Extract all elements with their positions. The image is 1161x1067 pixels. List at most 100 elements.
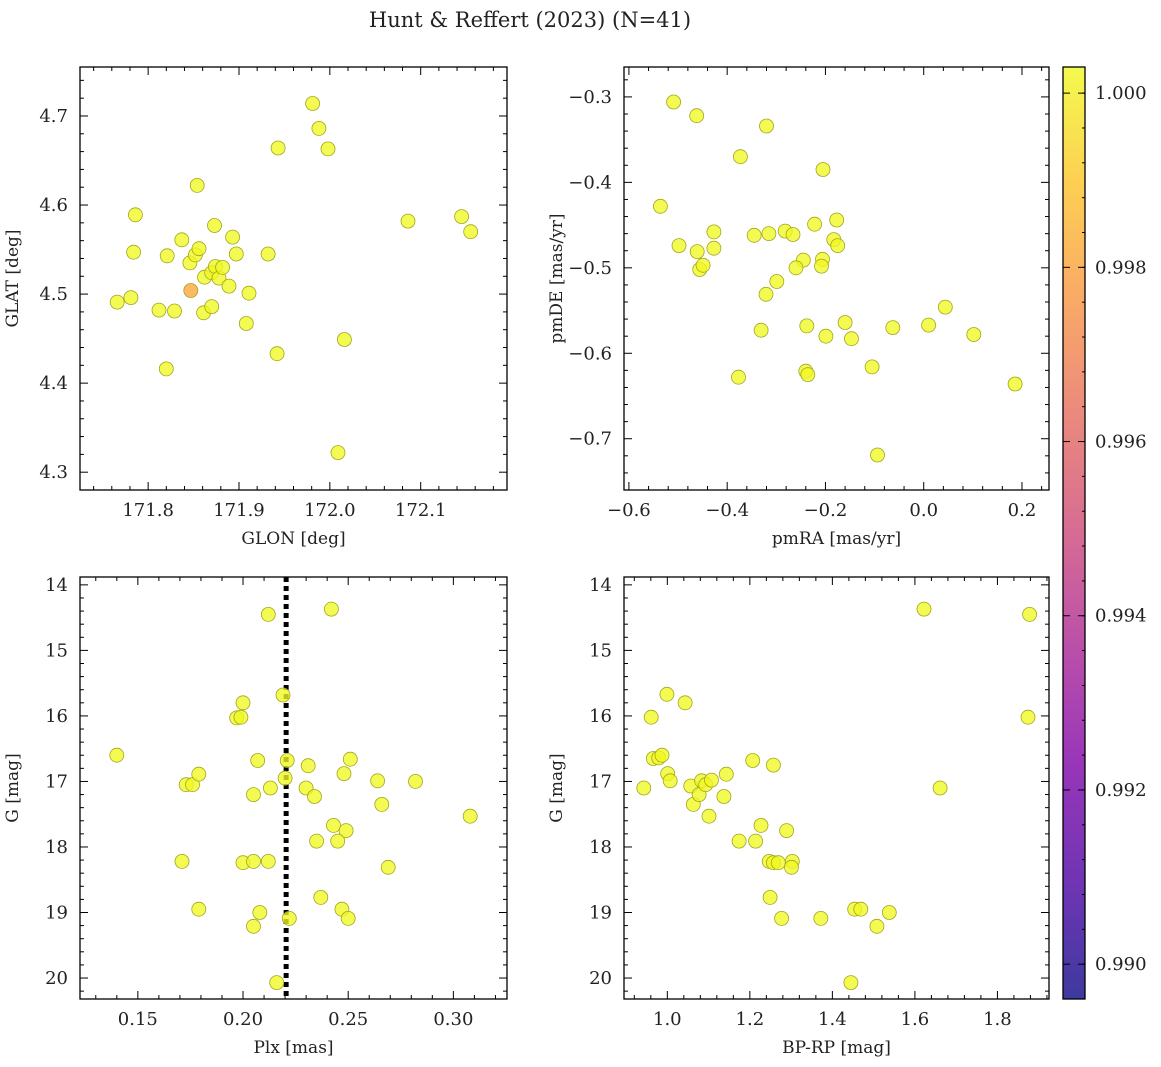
bprp-g-point-1 [643,709,659,725]
glon-glat-point-27 [269,346,285,362]
bprp-g-point-26 [762,890,778,905]
glon-glat-ylabel: GLAT [deg] [3,229,23,327]
bprp-g-point-21 [753,818,769,833]
plx-g-point-20 [336,766,352,781]
pmra-pmde-xtick-label: −0.6 [607,500,651,521]
colorbar-tick-label: 0.994 [1095,606,1147,627]
glon-glat-ytick-label: 4.3 [39,462,68,483]
bprp-g-ylabel: G [mag] [547,753,567,822]
pmra-pmde-point-7 [689,244,705,260]
glon-glat-tick-labels: 171.8 171.9 172.0 172.1 4.3 4.4 4.5 4.6 4.7 [39,106,446,521]
plx-g-marks [109,577,478,999]
bprp-g-point-20 [748,833,763,849]
pmra-pmde-point-11 [706,240,722,256]
pmra-pmde-ylabel: pmDE [mas/yr] [547,213,567,343]
plx-g-point-34 [313,890,329,905]
pmra-pmde-point-13 [761,226,777,242]
pmra-pmde-point-28 [818,328,834,344]
glon-glat-point-31 [320,141,336,157]
pmra-pmde-point-15 [785,227,801,242]
pmra-pmde-point-3 [733,149,748,165]
plx-g-point-12 [250,753,266,768]
pmra-pmde-point-33 [937,299,953,315]
plx-g-point-37 [252,905,268,920]
pmra-pmde-point-29 [837,315,853,330]
panel-glon-glat: 171.8 171.9 172.0 172.1 4.3 4.4 4.5 4.6 4.7 GLON… [3,66,508,549]
pmra-pmde-point-35 [731,369,746,385]
pmra-pmde-point-37 [800,367,816,383]
bprp-g-ytick-label: 19 [589,903,612,924]
bprp-g-point-17 [716,789,732,804]
glon-glat-ytick-label: 4.5 [39,284,68,305]
glon-glat-point-1 [123,290,139,306]
bprp-g-point-25 [770,855,786,871]
plx-g-xlabel: Plx [mas] [253,1038,333,1058]
plx-g-point-9 [260,607,276,622]
glon-glat-xtick-label: 172.0 [304,500,356,521]
pmra-pmde-xtick-label: 0.2 [1008,500,1037,521]
plx-g-xtick-label: 0.15 [118,1009,158,1030]
glon-glat-ytick-label: 4.4 [39,373,68,394]
colorbar-tick-label: 0.998 [1095,257,1147,278]
pmra-pmde-point-23 [788,260,804,276]
bprp-g-point-35 [869,918,885,934]
bprp-g-point-16 [718,766,734,782]
glon-glat-point-22 [225,229,241,245]
figure-title: Hunt & Reffert (2023) (N=41) [369,8,691,32]
pmra-pmde-point-5 [653,198,668,214]
bprp-g-point-34 [853,901,869,917]
pmra-pmde-point-2 [759,118,774,134]
plx-g-point-15 [277,770,293,786]
plx-g-ytick-label: 18 [45,837,68,858]
glon-glat-point-3 [126,244,142,260]
glon-glat-point-28 [270,140,286,156]
plx-g-point-29 [330,833,346,849]
glon-glat-point-21 [221,278,237,294]
plx-g-point-32 [260,854,276,869]
plx-g-ytick-label: 15 [45,640,68,661]
plx-g-point-25 [462,808,478,824]
pmra-pmde-point-31 [885,320,901,336]
pmra-pmde-point-25 [758,286,774,302]
pmra-pmde-ticks [624,67,1049,491]
bprp-g-xtick-label: 1.0 [653,1009,682,1030]
glon-glat-point-6 [167,303,182,319]
plx-g-point-33 [380,859,396,875]
glon-glat-point-20 [215,259,231,275]
pmra-pmde-ytick-label: −0.4 [568,172,612,193]
pmra-pmde-point-27 [799,318,815,334]
colorbar-ticks: 0.990 0.992 0.994 0.996 0.998 1.000 [1063,83,1147,1000]
plx-g-point-21 [342,751,358,767]
bprp-g-xtick-label: 1.4 [818,1009,847,1030]
bprp-g-point-15 [704,772,719,788]
pmra-pmde-xtick-label: −0.2 [804,500,848,521]
pmra-pmde-point-0 [666,94,681,110]
plx-g-point-5 [191,901,207,917]
bprp-g-ytick-label: 20 [589,968,612,989]
pmra-pmde-point-39 [870,447,885,463]
glon-glat-xtick-label: 171.8 [122,500,174,521]
plx-g-point-26 [326,818,341,833]
pmra-pmde-xtick-label: −0.4 [705,500,749,521]
bprp-g-point-38 [932,780,948,796]
bprp-g-point-36 [881,905,897,920]
colorbar-tick-label: 0.990 [1095,954,1147,975]
bprp-g-point-37 [916,601,932,617]
glon-glat-xtick-label: 171.9 [213,500,265,521]
panel-bprp-g: 1.0 1.2 1.4 1.6 1.8 14 15 16 17 18 19 20 BP-RP [mag… [547,575,1050,1058]
bprp-g-point-7 [662,773,678,789]
bprp-g-point-18 [731,833,747,849]
bprp-g-ytick-label: 17 [589,771,612,792]
pmra-pmde-point-40 [1007,376,1023,392]
glon-glat-point-14 [183,283,199,298]
glon-glat-point-26 [260,246,276,262]
plx-g-point-23 [374,797,390,812]
glon-glat-xtick-label: 172.1 [395,500,447,521]
plx-g-ytick-label: 14 [45,575,68,596]
plx-g-ytick-label: 20 [45,968,68,989]
glon-glat-point-30 [311,120,327,136]
plx-g-xtick-label: 0.25 [328,1009,368,1030]
pmra-pmde-point-17 [829,212,845,228]
colorbar-gradient [1063,67,1085,999]
